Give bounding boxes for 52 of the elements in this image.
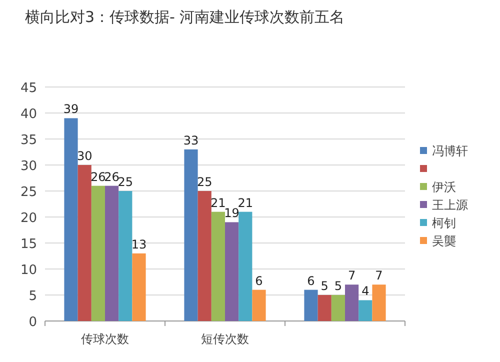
legend-label: 吴龑 [432,234,456,248]
bar [184,149,198,321]
bar [345,284,359,321]
bar [318,295,332,321]
data-label: 25 [118,175,134,189]
y-tick-label: 10 [20,263,37,278]
data-label: 21 [238,196,254,210]
x-tick-label: 传球次数 [81,332,129,346]
bar [78,165,92,321]
data-label: 25 [196,175,212,189]
y-tick-label: 30 [20,159,37,174]
bar [252,290,266,321]
legend-label: 伊沃 [432,180,456,194]
data-label: 39 [63,102,79,116]
bar [304,290,318,321]
data-label: 7 [348,268,356,283]
data-label: 6 [307,274,315,288]
y-tick-label: 0 [28,315,37,330]
y-tick-label: 45 [20,81,37,96]
data-label: 7 [375,268,383,283]
y-tick-label: 5 [28,289,37,304]
y-tick-label: 25 [20,185,37,200]
bar [64,118,78,321]
y-tick-label: 35 [20,133,37,148]
bar [118,191,132,321]
data-label: 5 [334,279,342,293]
chart-title: 横向比对3：传球数据- 河南建业传球次数前五名 [25,8,345,26]
y-tick-label: 15 [20,237,37,252]
legend-label: 王上源 [432,198,468,212]
data-label: 4 [362,284,370,298]
bar [211,212,225,321]
data-label: 5 [320,279,328,293]
bar [225,222,239,321]
bar [132,253,146,321]
bar [91,186,105,321]
x-tick-label: 短传次数 [201,332,249,346]
data-label: 13 [131,237,147,252]
bar [358,300,372,321]
legend-label: 柯钊 [432,216,456,230]
data-label: 26 [104,170,120,184]
bar [198,191,212,321]
data-label: 19 [224,206,240,220]
y-tick-label: 20 [20,211,37,226]
data-label: 6 [255,274,263,288]
bar [238,212,252,321]
bar [331,295,345,321]
y-tick-label: 40 [20,107,37,122]
bar [105,186,119,321]
legend-label: 冯博轩 [432,144,468,158]
data-label: 30 [76,149,92,163]
bar [372,284,386,321]
data-label: 33 [183,133,199,148]
